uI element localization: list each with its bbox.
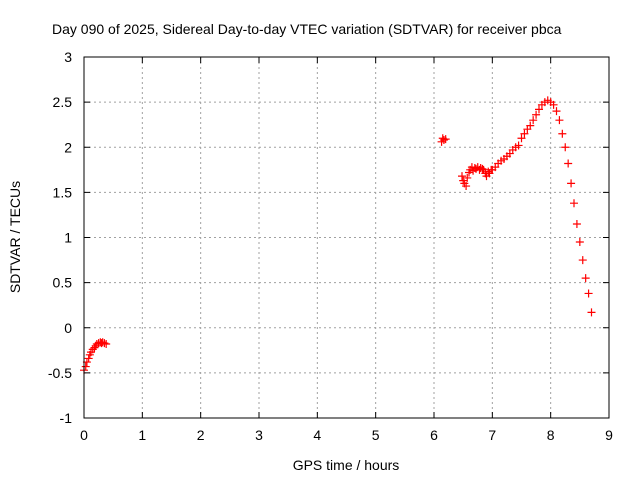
y-tick-label: -1 [60,410,73,426]
data-point [520,129,529,138]
plot-frame [83,56,610,419]
y-tick-label: 3 [64,49,72,65]
data-point [532,110,541,119]
data-point [478,164,487,173]
x-tick-label: 2 [197,427,205,443]
data-point [570,199,578,208]
y-axis-label: SDTVAR / TECUs [7,181,23,293]
data-point [535,105,543,114]
axis-ticks: 0 1 2 3 4 5 6 7 8 9 -1 -0.5 0 0.5 1 1.5 2 2.5 3 [48,49,613,443]
grid [84,57,609,418]
y-tick-label: 0.5 [53,275,73,291]
data-point [558,129,567,138]
y-tick-label: 1.5 [53,184,73,200]
x-axis-label: GPS time / hours [293,457,400,473]
data-point [555,116,564,125]
data-point [561,143,570,152]
data-point [84,354,93,363]
data-point [98,338,107,347]
y-tick-label: -0.5 [48,365,72,381]
x-tick-label: 9 [605,427,613,443]
x-tick-label: 6 [430,427,438,443]
y-tick-label: 2.5 [53,94,73,110]
data-point [462,182,471,191]
data-point [584,289,593,298]
data-point [441,135,450,144]
data-point [552,107,561,116]
data-point [102,339,111,348]
data-point [581,274,590,283]
x-tick-label: 5 [372,427,380,443]
y-tick-label: 2 [64,139,72,155]
data-point [458,172,466,181]
data-point [587,308,596,317]
x-tick-label: 8 [547,427,555,443]
data-point [564,159,573,168]
x-tick-label: 0 [80,427,88,443]
x-tick-label: 1 [138,427,146,443]
y-tick-label: 1 [64,230,72,246]
y-tick-label: 0 [64,320,72,336]
data-point [567,179,576,188]
x-tick-label: 3 [255,427,263,443]
data-point [578,256,587,265]
data-point [549,100,558,109]
data-point [572,219,581,228]
data-point [514,141,523,150]
x-tick-label: 4 [313,427,321,443]
data-point [100,339,109,348]
data-point [81,362,90,371]
data-point [526,121,535,130]
x-tick-label: 7 [488,427,496,443]
data-points [80,96,596,375]
data-point [517,134,526,143]
data-point [463,173,472,182]
data-point [439,136,448,145]
data-point [92,339,101,348]
data-point [529,116,538,125]
chart-title: Day 090 of 2025, Sidereal Day-to-day VTE… [52,21,562,37]
data-point [479,165,488,174]
data-point [575,238,584,247]
